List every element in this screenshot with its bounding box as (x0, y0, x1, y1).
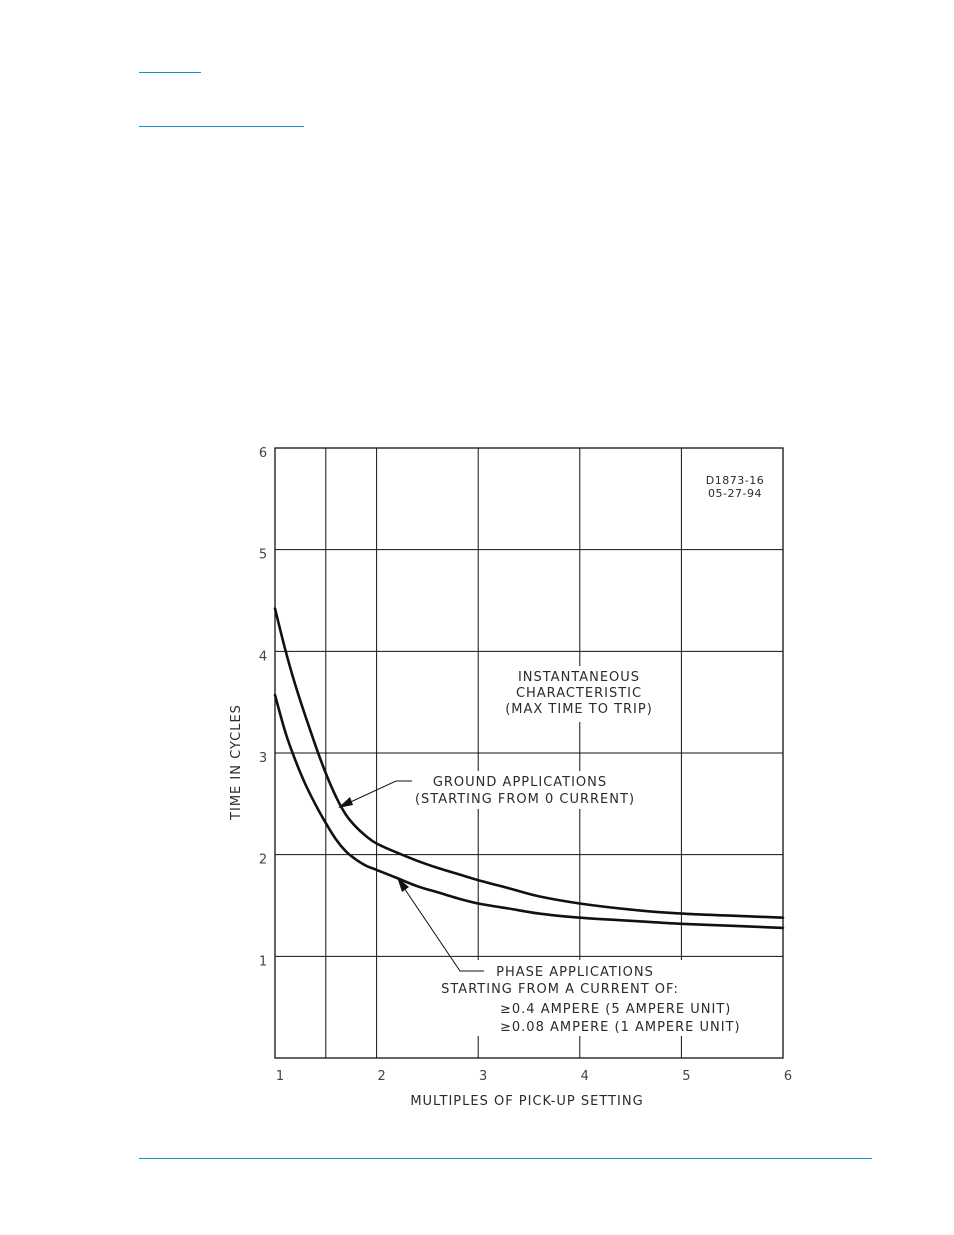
phase-label-line3: ≥0.4 AMPERE (5 AMPERE UNIT) (500, 1002, 731, 1017)
chart-grid (275, 448, 783, 1058)
phase-leader-arrow (397, 877, 409, 892)
header-rule-short (139, 72, 201, 73)
header-rule-long (139, 126, 304, 127)
instantaneous-label-line3: (MAX TIME TO TRIP) (505, 702, 653, 717)
x-tick-label: 5 (682, 1069, 690, 1084)
phase-curve (273, 693, 785, 930)
phase-label-line4: ≥0.08 AMPERE (1 AMPERE UNIT) (500, 1020, 741, 1035)
x-tick-label: 6 (784, 1069, 792, 1084)
plot-frame (274, 447, 784, 1059)
phase-label-bg (434, 960, 770, 1036)
x-tick-label: 1 (276, 1069, 284, 1084)
y-axis-label: TIME IN CYCLES (229, 704, 244, 821)
x-tick-label: 4 (581, 1069, 589, 1084)
x-tick-label: 3 (479, 1069, 487, 1084)
ground-curve (273, 607, 785, 919)
instantaneous-label-line2: CHARACTERISTIC (516, 686, 642, 701)
curve-group (273, 607, 785, 930)
drawing-number: D1873-16 (706, 474, 764, 487)
footer-rule (139, 1158, 872, 1159)
phase-label-line1: PHASE APPLICATIONS (496, 965, 654, 980)
y-tick-label: 5 (259, 548, 267, 563)
y-tick-label: 3 (259, 751, 267, 766)
y-tick-label: 2 (259, 853, 267, 868)
ground-label-bg (404, 771, 644, 809)
instantaneous-label-line1: INSTANTANEOUS (518, 670, 640, 685)
y-tick-labels: 1 2 3 4 5 6 (259, 446, 267, 969)
drawing-date: 05-27-94 (708, 487, 762, 500)
y-tick-label: 4 (259, 649, 267, 664)
y-tick-label: 1 (259, 954, 267, 969)
x-axis-label: MULTIPLES OF PICK-UP SETTING (410, 1094, 643, 1109)
y-tick-label: 6 (259, 446, 267, 461)
phase-leader-line (399, 881, 484, 972)
ground-leader-line (341, 780, 412, 807)
x-tick-label: 2 (377, 1069, 385, 1084)
phase-label-line2: STARTING FROM A CURRENT OF: (441, 982, 679, 997)
ground-label-line1: GROUND APPLICATIONS (433, 775, 607, 790)
instantaneous-label-bg (492, 666, 666, 722)
x-tick-labels: 1 2 3 4 5 6 (276, 1069, 792, 1084)
ground-label-line2: (STARTING FROM 0 CURRENT) (415, 792, 635, 807)
